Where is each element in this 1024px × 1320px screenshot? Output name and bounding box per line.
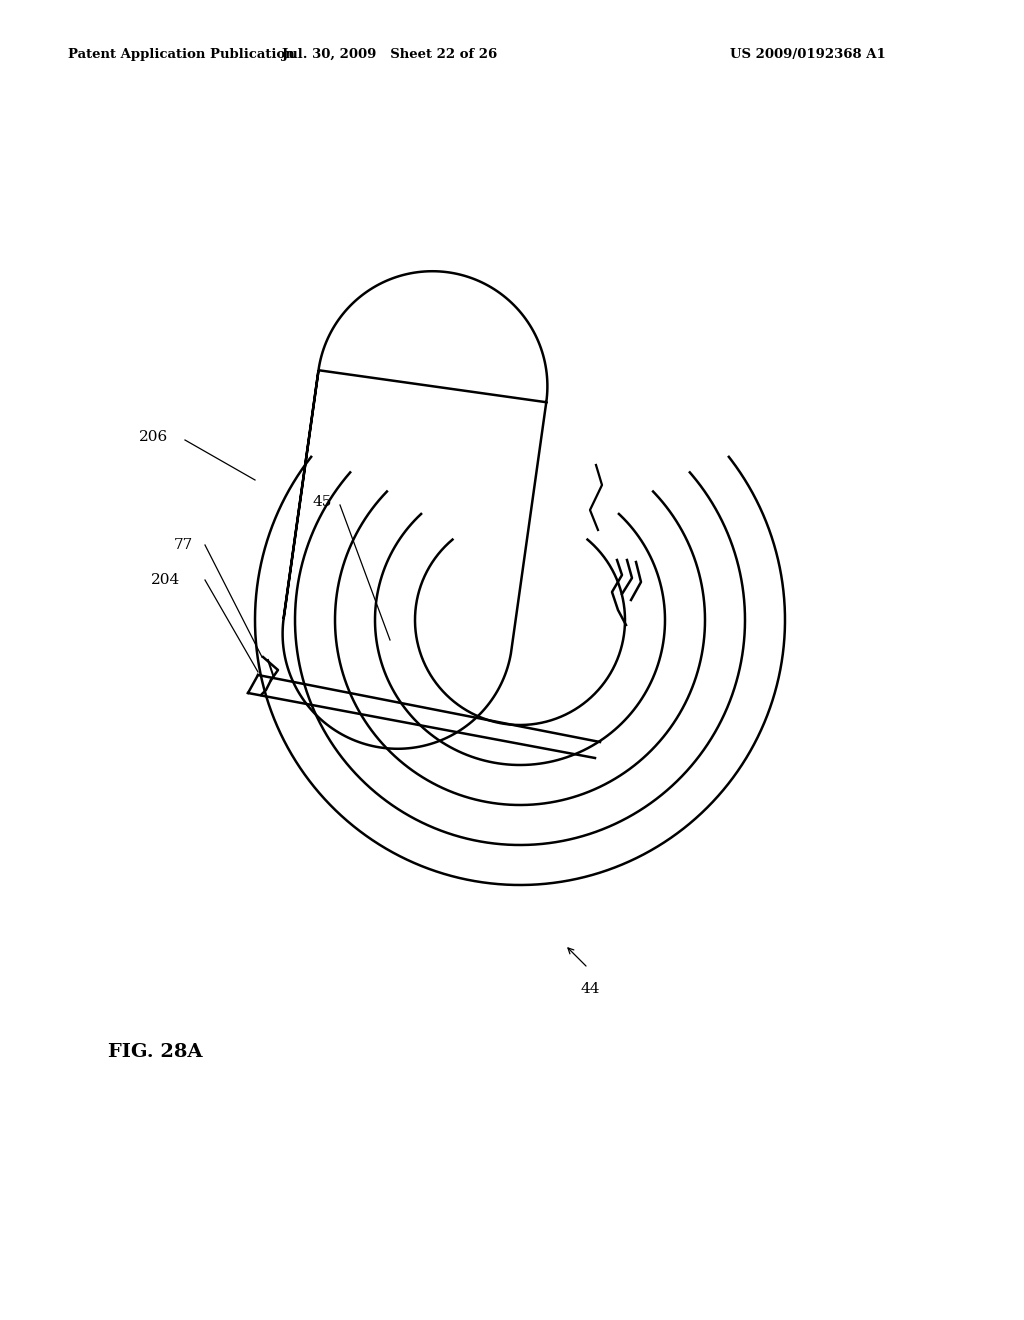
- Text: 77: 77: [174, 539, 193, 552]
- Text: Jul. 30, 2009   Sheet 22 of 26: Jul. 30, 2009 Sheet 22 of 26: [283, 48, 498, 61]
- Text: 44: 44: [581, 982, 600, 997]
- Text: US 2009/0192368 A1: US 2009/0192368 A1: [730, 48, 886, 61]
- Text: 204: 204: [151, 573, 180, 587]
- Text: FIG. 28A: FIG. 28A: [108, 1043, 203, 1061]
- Text: 206: 206: [138, 430, 168, 444]
- Text: Patent Application Publication: Patent Application Publication: [68, 48, 295, 61]
- Text: 45: 45: [312, 495, 332, 510]
